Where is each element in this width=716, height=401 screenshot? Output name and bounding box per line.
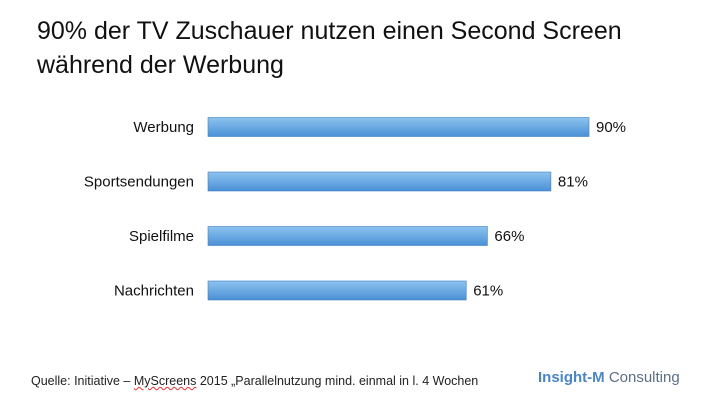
chart-title-line-1: 90% der TV Zuschauer nutzen einen Second… [37, 17, 622, 45]
brand-name-part-2: Consulting [604, 369, 680, 386]
bar [207, 280, 467, 301]
value-label: 66% [494, 228, 524, 245]
category-label: Sportsendungen [84, 174, 194, 191]
bar [207, 171, 552, 192]
brand-logo: Insight-M Consulting [538, 369, 680, 386]
bar [207, 226, 488, 246]
chart-title: 90% der TV Zuschauer nutzen einen Second… [37, 14, 697, 82]
value-label: 90% [596, 119, 626, 136]
bar [207, 117, 590, 137]
brand-name-part-1: Insight-M [538, 369, 605, 386]
source-note: Quelle: Initiative – MyScreens 2015 „Par… [31, 374, 479, 388]
value-label: 61% [473, 283, 503, 300]
value-label: 81% [558, 174, 588, 191]
chart-title-line-2: während der Werbung [37, 51, 284, 79]
category-label: Werbung [133, 119, 194, 136]
category-label: Spielfilme [129, 228, 194, 245]
source-underlined-word: MyScreens [133, 374, 197, 388]
category-label: Nachrichten [114, 283, 194, 300]
